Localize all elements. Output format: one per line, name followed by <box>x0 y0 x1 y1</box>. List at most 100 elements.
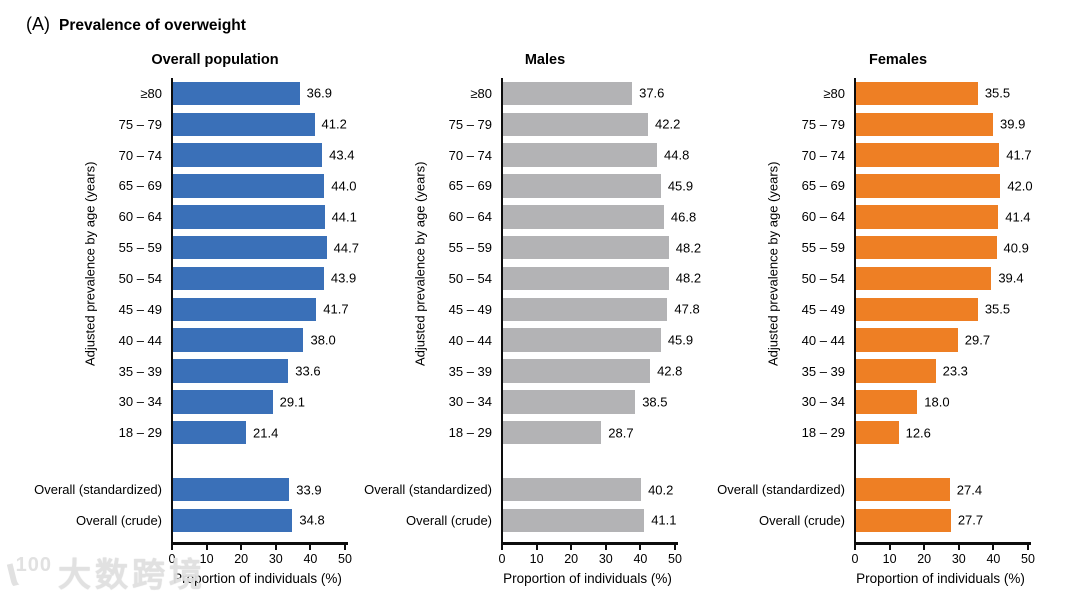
bar-row: 65 – 69 44.0 <box>20 171 357 202</box>
rows: ≥80 37.6 75 – 79 42.2 70 – 74 44.8 65 – 69 45.9… <box>350 78 701 536</box>
bar-track: 46.8 <box>502 205 696 229</box>
bar-row: 40 – 44 29.7 <box>703 325 1039 356</box>
bar-value-label: 33.6 <box>295 363 321 379</box>
bar-value-label: 29.7 <box>964 332 991 348</box>
category-label: ≥80 <box>470 85 492 101</box>
panel-overall-population: Overall population Adjusted prevalence b… <box>20 50 359 602</box>
category-label: 60 – 64 <box>118 209 162 225</box>
bar-value-label: 45.9 <box>667 178 694 194</box>
bar-value-label: 48.2 <box>675 270 702 286</box>
x-tick-mark <box>674 544 676 550</box>
bar-value-label: 29.1 <box>279 394 305 410</box>
bar-track: 40.9 <box>855 235 1029 260</box>
bar-row: 40 – 44 45.9 <box>350 325 693 356</box>
bar <box>502 297 668 322</box>
bar-track: 23.3 <box>855 359 1028 383</box>
bar-value-label: 35.5 <box>984 85 1011 101</box>
category-label: 18 – 29 <box>118 425 162 441</box>
category-label: 35 – 39 <box>801 363 845 379</box>
bar <box>855 420 899 445</box>
bar-row: 60 – 64 44.1 <box>20 201 357 232</box>
bar <box>855 235 997 260</box>
bar <box>855 297 978 322</box>
bar-row: 50 – 54 43.9 <box>20 263 356 294</box>
bar-row: 45 – 49 35.5 <box>703 294 1039 325</box>
bar-value-label: 42.8 <box>657 363 683 379</box>
bar-track: 36.9 <box>172 81 345 106</box>
bar-row: ≥80 36.9 <box>20 78 356 109</box>
bar-value-label: 12.6 <box>905 425 931 441</box>
x-tick-label: 40 <box>986 551 1001 566</box>
x-tick-label: 30 <box>951 551 966 566</box>
panel-title: Females <box>868 52 928 68</box>
category-label: 40 – 44 <box>801 332 845 348</box>
x-tick-label: 50 <box>668 551 682 566</box>
bar-value-label: 42.2 <box>655 116 681 132</box>
bar-track: 41.7 <box>855 143 1032 167</box>
bar-track: 35.5 <box>855 297 1028 322</box>
bar-row: 65 – 69 45.9 <box>350 171 693 202</box>
bar <box>855 390 918 414</box>
x-tick-mark <box>240 544 243 550</box>
bar <box>172 235 327 260</box>
bar <box>502 390 636 414</box>
category-label: 50 – 54 <box>801 270 845 286</box>
x-tick-mark <box>854 544 856 550</box>
category-label: 65 – 69 <box>801 178 845 194</box>
bar-track: 44.0 <box>172 174 357 198</box>
category-label: Overall (standardized) <box>34 482 162 498</box>
figure-panel-letter: (A) <box>26 14 50 34</box>
bar-value-label: 47.8 <box>674 301 700 317</box>
bar-value-label: 40.9 <box>1003 240 1029 256</box>
group-spacer <box>703 448 1039 474</box>
bar-track: 42.0 <box>855 174 1033 198</box>
bar-track: 41.4 <box>855 205 1031 229</box>
bar-value-label: 48.2 <box>675 240 702 256</box>
category-label: 60 – 64 <box>801 209 845 225</box>
bar-track: 35.5 <box>855 81 1028 106</box>
bar-track: 38.5 <box>502 390 675 414</box>
x-tick-mark <box>923 544 926 550</box>
x-tick-label: 30 <box>598 551 613 566</box>
bar-row: 70 – 74 41.7 <box>703 140 1039 171</box>
x-tick-mark <box>1027 544 1029 550</box>
x-tick-mark <box>344 544 346 550</box>
bar-row: 30 – 34 29.1 <box>20 386 356 417</box>
bar-row: 75 – 79 39.9 <box>703 109 1039 140</box>
bar-row: 18 – 29 12.6 <box>703 417 1039 448</box>
category-label: 70 – 74 <box>801 147 845 163</box>
bar-row: 30 – 34 38.5 <box>350 386 686 417</box>
category-label: 18 – 29 <box>448 425 492 441</box>
group-spacer <box>350 448 686 474</box>
bar-track: 39.4 <box>855 266 1028 291</box>
bar <box>502 328 661 352</box>
bar-value-label: 39.9 <box>1000 116 1026 132</box>
bar-track: 28.7 <box>502 420 675 445</box>
bar <box>172 174 325 198</box>
bar-track: 39.9 <box>855 112 1028 137</box>
x-tick-label: 10 <box>882 551 897 566</box>
bar-track: 33.9 <box>172 477 345 502</box>
bar-value-label: 44.1 <box>331 209 357 225</box>
bar-value-label: 33.9 <box>296 482 322 498</box>
bar-value-label: 18.0 <box>924 394 950 410</box>
bar-track: 41.1 <box>502 508 677 533</box>
bar <box>855 477 950 502</box>
bar-row: 35 – 39 23.3 <box>703 356 1039 387</box>
category-label: 65 – 69 <box>448 178 492 194</box>
bar <box>855 143 1000 167</box>
bar-value-label: 41.7 <box>323 301 349 317</box>
bar-row: 18 – 29 28.7 <box>350 417 686 448</box>
bar <box>855 266 992 291</box>
panel-title: Overall population <box>151 52 279 68</box>
bar <box>172 297 317 322</box>
bar <box>172 205 325 229</box>
bar-row: 75 – 79 42.2 <box>350 109 686 140</box>
bar-row: 50 – 54 48.2 <box>350 263 701 294</box>
bar-track: 44.1 <box>172 205 357 229</box>
category-label: 75 – 79 <box>448 116 492 132</box>
bar-value-label: 42.0 <box>1007 178 1033 194</box>
bar-row: Overall (crude) 27.7 <box>703 505 1039 536</box>
bar <box>502 174 661 198</box>
